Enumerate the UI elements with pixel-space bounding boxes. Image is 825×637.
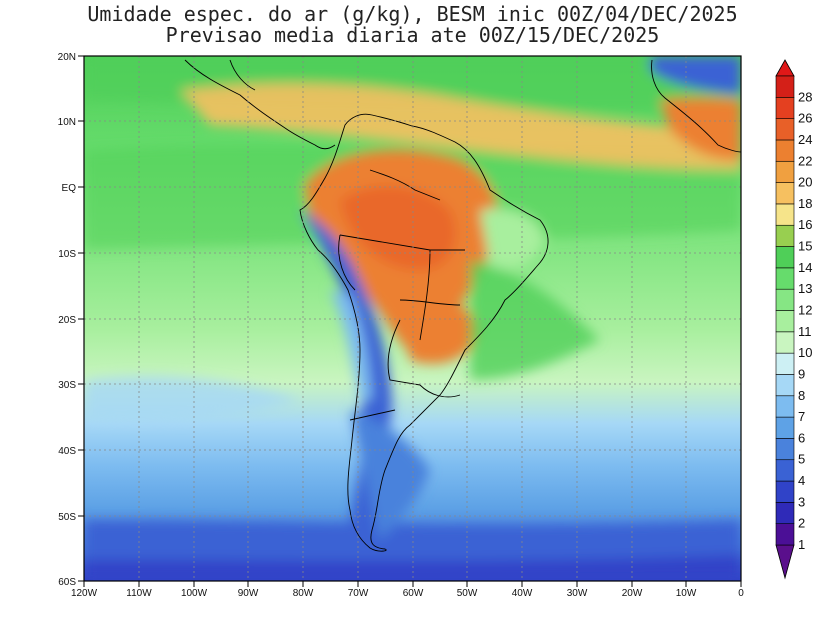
colorbar-swatch	[775, 182, 795, 205]
colorbar-label: 3	[798, 494, 805, 509]
colorbar-swatch	[775, 331, 795, 354]
lon-label: 30W	[567, 588, 588, 599]
humidity-field	[84, 56, 741, 581]
lon-label: 120W	[71, 588, 98, 599]
colorbar-label: 20	[798, 175, 812, 190]
lon-label: 90W	[238, 588, 259, 599]
colorbar-label: 11	[798, 324, 812, 339]
colorbar-swatch	[775, 160, 795, 183]
colorbar-swatch	[775, 139, 795, 162]
colorbar-swatch	[775, 288, 795, 311]
map-title-line-2: Previsao media diaria ate 00Z/15/DEC/202…	[165, 23, 660, 47]
colorbar-swatch	[775, 459, 795, 482]
colorbar-label: 6	[798, 430, 805, 445]
lon-label: 40W	[512, 588, 533, 599]
lon-label: 20W	[622, 588, 643, 599]
colorbar-swatch	[775, 97, 795, 119]
lon-label: 10W	[676, 588, 697, 599]
colorbar-swatch	[775, 267, 795, 290]
colorbar-label: 18	[798, 196, 812, 211]
colorbar-swatch	[775, 502, 795, 524]
colorbar-swatch	[775, 416, 795, 439]
colorbar-swatch	[775, 75, 795, 98]
colorbar-label: 16	[798, 217, 812, 232]
lon-label: 60W	[403, 588, 424, 599]
lat-label: 20N	[58, 52, 76, 63]
colorbar-swatch	[775, 438, 795, 461]
colorbar-label: 4	[798, 473, 805, 488]
colorbar-label: 22	[798, 153, 812, 168]
lat-label: 60S	[58, 577, 76, 588]
lat-label: 10S	[58, 249, 76, 260]
map-title-line-1: Umidade espec. do ar (g/kg), BESM inic 0…	[87, 2, 738, 26]
colorbar-label: 15	[798, 239, 812, 254]
colorbar-label: 10	[798, 345, 812, 360]
coastline-borders	[184, 59, 741, 552]
colorbar-swatch	[775, 203, 795, 226]
lat-label: 20S	[58, 315, 76, 326]
colorbar-swatch	[775, 374, 795, 397]
latitude-axis: 20N 10N EQ 10S 20S 30S 40S 50S 60S	[58, 52, 84, 588]
lon-label: 70W	[348, 588, 369, 599]
lon-label: 50W	[457, 588, 478, 599]
colorbar-label: 2	[798, 516, 805, 531]
colorbar-label: 26	[798, 111, 812, 126]
lat-label: 50S	[58, 512, 76, 523]
colorbar-label: 24	[798, 132, 812, 147]
longitude-axis: 120W 110W 100W 90W 80W 70W 60W 50W 40W 3…	[71, 581, 744, 599]
colorbar-swatch	[775, 352, 795, 375]
colorbar-swatch	[775, 310, 795, 333]
lat-label: 30S	[58, 380, 76, 391]
colorbar-swatch	[775, 480, 795, 503]
colorbar-swatch	[775, 523, 795, 546]
lon-label: 80W	[293, 588, 314, 599]
lon-label: 110W	[126, 588, 152, 599]
colorbar-min-triangle	[775, 544, 795, 580]
colorbar-label: 14	[798, 260, 812, 275]
colorbar-label: 5	[798, 452, 805, 467]
colorbar-swatch	[775, 224, 795, 247]
colorbar-label: 12	[798, 303, 812, 318]
lat-label: 40S	[58, 446, 76, 457]
colorbar-label: 28	[798, 89, 812, 104]
lat-label: EQ	[62, 183, 77, 194]
colorbar-label: 1	[798, 537, 805, 552]
colorbar-label: 7	[798, 409, 805, 424]
colorbar-swatch	[775, 395, 795, 418]
colorbar-label: 9	[798, 366, 805, 381]
colorbar-label: 13	[798, 281, 812, 296]
colorbar-swatch	[775, 118, 795, 141]
colorbar-label: 8	[798, 388, 805, 403]
lat-label: 10N	[58, 117, 76, 128]
colorbar-swatch	[775, 246, 795, 269]
lon-label: 100W	[181, 588, 208, 599]
lon-label: 0	[738, 588, 744, 599]
colorbar-max-triangle	[775, 59, 795, 77]
